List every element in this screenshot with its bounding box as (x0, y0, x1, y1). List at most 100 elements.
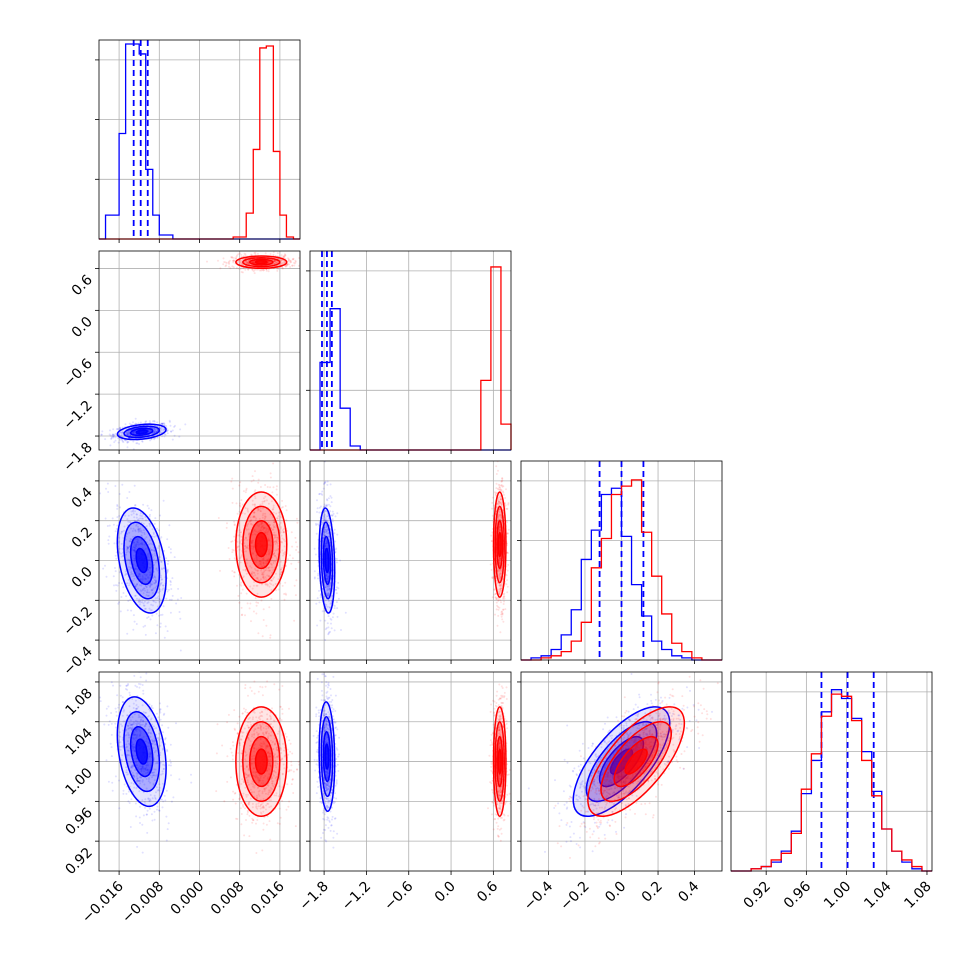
scatter-point (147, 601, 150, 604)
scatter-point (141, 598, 144, 601)
scatter-point (173, 434, 176, 437)
scatter-point (116, 507, 119, 510)
scatter-point (147, 764, 150, 767)
scatter-point (238, 252, 241, 255)
scatter-point (495, 608, 498, 611)
scatter-point (250, 519, 253, 522)
scatter-point (331, 594, 334, 597)
scatter-point (254, 497, 257, 500)
scatter-point (159, 622, 162, 625)
scatter-point (281, 541, 284, 544)
scatter-point (151, 543, 154, 546)
scatter-point (273, 260, 276, 263)
scatter-point (280, 506, 283, 509)
scatter-point (273, 521, 276, 524)
scatter-point (152, 431, 155, 434)
scatter-point (321, 588, 324, 590)
scatter-point (118, 434, 121, 437)
scatter-point (153, 550, 156, 553)
scatter-point (147, 729, 150, 732)
scatter-point (128, 540, 131, 542)
histogram-p2 (306, 250, 512, 451)
scatter-point (132, 754, 135, 757)
scatter-point (130, 728, 133, 731)
scatter-point (324, 528, 327, 531)
scatter-point (161, 747, 164, 750)
scatter-point (264, 515, 267, 518)
scatter-point (162, 605, 165, 608)
scatter-point (141, 440, 144, 442)
scatter-point (127, 546, 129, 549)
scatter-point (273, 259, 276, 262)
scatter-point (168, 764, 171, 767)
scatter-point (495, 491, 498, 494)
scatter-point (496, 506, 498, 509)
scatter-point (324, 628, 327, 631)
scatter-point (107, 491, 110, 493)
scatter-point (252, 584, 255, 587)
scatter-point (135, 780, 138, 783)
scatter-point (128, 736, 131, 739)
scatter-point (260, 269, 263, 272)
scatter-point (227, 260, 230, 263)
scatter-point (133, 776, 136, 779)
scatter-point (135, 583, 138, 586)
scatter-point (107, 723, 110, 726)
scatter-point (264, 576, 267, 579)
scatter-point (251, 539, 254, 542)
scatter-point (126, 433, 129, 435)
scatter-point (104, 438, 107, 441)
scatter-point (148, 725, 151, 728)
scatter-point (140, 716, 143, 719)
scatter-point (169, 743, 172, 746)
scatter-point (280, 258, 283, 261)
scatter-point (231, 256, 234, 259)
scatter-point (333, 528, 336, 531)
scatter-point (260, 510, 262, 513)
scatter-point (142, 503, 145, 506)
scatter-point (121, 725, 124, 727)
scatter-point (109, 429, 111, 432)
scatter-point (130, 723, 133, 726)
scatter-point (146, 504, 149, 507)
scatter-point (329, 606, 331, 609)
scatter-point (240, 531, 243, 534)
scatter-point (145, 778, 148, 780)
scatter-point (498, 574, 501, 577)
scatter-point (268, 569, 271, 572)
scatter-point (137, 575, 140, 578)
scatter-point (133, 544, 136, 547)
scatter-point (262, 562, 265, 565)
scatter-point (244, 536, 247, 539)
scatter-point (121, 548, 124, 550)
scatter-point (158, 809, 161, 812)
scatter-point (119, 735, 122, 738)
scatter-point (285, 509, 288, 512)
scatter-point (250, 572, 253, 575)
scatter-point (152, 771, 155, 774)
scatter-point (329, 483, 332, 486)
scatter-point (153, 431, 156, 434)
scatter-point (145, 525, 148, 527)
scatter-point (132, 512, 135, 515)
scatter-point (144, 769, 147, 772)
scatter-point (119, 506, 122, 509)
scatter-point (141, 799, 144, 802)
scatter-point (128, 691, 131, 694)
scatter-point (291, 264, 294, 267)
scatter-point (156, 805, 159, 808)
scatter-point (150, 438, 153, 441)
scatter-point (252, 516, 255, 519)
scatter-point (125, 746, 128, 749)
scatter-point (270, 500, 273, 503)
scatter-point (147, 552, 150, 555)
scatter-point (286, 263, 289, 266)
scatter-point (275, 261, 278, 263)
scatter-point (238, 557, 241, 560)
scatter-point (135, 442, 138, 445)
scatter-point (232, 259, 235, 262)
scatter-point (322, 536, 325, 539)
scatter-point (332, 512, 335, 515)
scatter-point (270, 597, 273, 600)
scatter-point (265, 562, 268, 565)
